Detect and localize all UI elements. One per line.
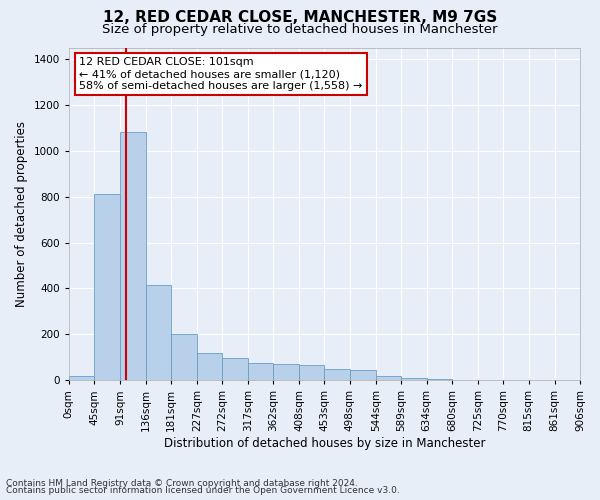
Text: Size of property relative to detached houses in Manchester: Size of property relative to detached ho…: [102, 22, 498, 36]
Bar: [248, 363, 273, 380]
Bar: [401, 378, 427, 380]
Bar: [146, 285, 171, 380]
Bar: [197, 353, 222, 380]
Bar: [376, 376, 401, 380]
Bar: [69, 376, 94, 380]
Bar: [325, 369, 350, 380]
X-axis label: Distribution of detached houses by size in Manchester: Distribution of detached houses by size …: [164, 437, 485, 450]
Y-axis label: Number of detached properties: Number of detached properties: [15, 121, 28, 307]
Bar: [120, 132, 146, 380]
Bar: [299, 366, 325, 380]
Bar: [171, 334, 197, 380]
Text: Contains public sector information licensed under the Open Government Licence v3: Contains public sector information licen…: [6, 486, 400, 495]
Text: 12 RED CEDAR CLOSE: 101sqm
← 41% of detached houses are smaller (1,120)
58% of s: 12 RED CEDAR CLOSE: 101sqm ← 41% of deta…: [79, 58, 362, 90]
Text: Contains HM Land Registry data © Crown copyright and database right 2024.: Contains HM Land Registry data © Crown c…: [6, 478, 358, 488]
Bar: [273, 364, 299, 380]
Text: 12, RED CEDAR CLOSE, MANCHESTER, M9 7GS: 12, RED CEDAR CLOSE, MANCHESTER, M9 7GS: [103, 10, 497, 25]
Bar: [350, 370, 376, 380]
Bar: [94, 194, 120, 380]
Bar: [222, 358, 248, 380]
